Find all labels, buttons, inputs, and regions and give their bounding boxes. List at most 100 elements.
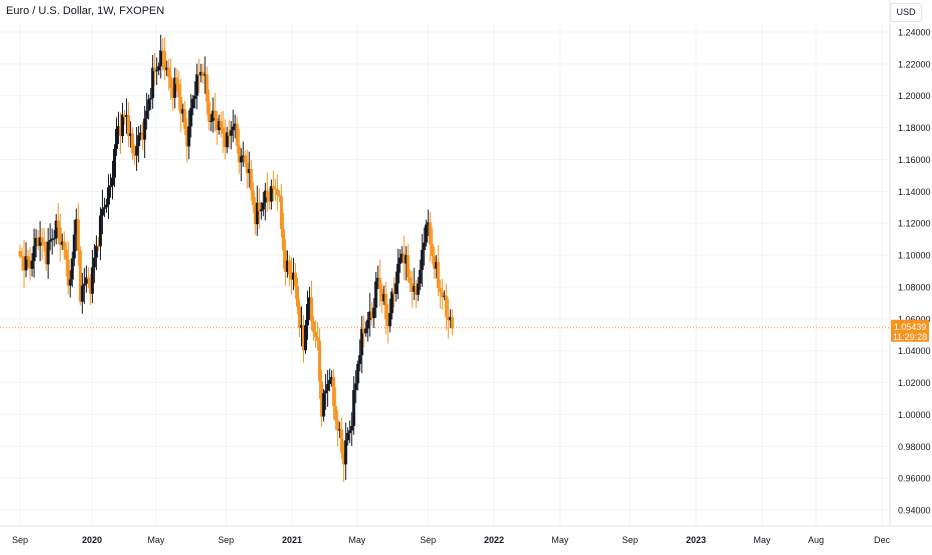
candle — [113, 144, 117, 187]
candle-body — [440, 292, 444, 297]
candle-body — [123, 114, 127, 118]
candle-body — [245, 162, 249, 174]
candle-body — [191, 98, 195, 109]
candle — [209, 113, 213, 132]
candle-body — [40, 237, 44, 243]
candle — [312, 316, 316, 341]
candle — [227, 119, 231, 149]
candle — [428, 212, 432, 262]
x-tick-label: 2023 — [686, 535, 706, 545]
candle-body — [370, 311, 374, 319]
candle — [338, 421, 342, 438]
x-tick-label: Sep — [622, 535, 638, 545]
candle-body — [328, 379, 332, 385]
candle — [229, 121, 233, 150]
candle-body — [300, 325, 304, 328]
candle — [197, 58, 201, 93]
candle-body — [263, 190, 267, 203]
candle-body — [322, 393, 326, 417]
candle-body — [24, 256, 28, 271]
candle-body — [171, 87, 175, 98]
y-tick-label: 1.18000 — [898, 123, 931, 133]
candle — [269, 179, 273, 210]
candle — [450, 309, 454, 336]
symbol-title: Euro / U.S. Dollar, 1W, FXOPEN — [6, 5, 165, 17]
candle-body — [225, 132, 229, 148]
candle-body — [314, 331, 318, 338]
candle — [179, 79, 183, 133]
candles-layer — [18, 34, 454, 483]
candle-body — [155, 70, 159, 72]
candle-body — [420, 249, 424, 270]
candle-body — [74, 219, 78, 235]
price-tag-countdown: 11:29:28 — [893, 332, 927, 342]
candle-body — [438, 287, 442, 293]
candle — [231, 109, 235, 143]
candle-body — [366, 319, 370, 329]
candle-body — [169, 77, 173, 88]
candle — [326, 370, 330, 407]
candle-body — [434, 262, 438, 269]
candle-body — [306, 304, 310, 326]
candle — [20, 247, 24, 271]
candle — [436, 244, 440, 297]
candle — [193, 81, 197, 109]
candle-body — [342, 452, 346, 465]
candle — [213, 92, 217, 132]
candle — [94, 235, 98, 271]
candle — [86, 267, 90, 288]
candle — [239, 148, 243, 182]
candle-body — [390, 291, 394, 314]
candle — [370, 301, 374, 326]
candle-body — [446, 316, 450, 321]
candle-body — [273, 188, 277, 190]
candle-body — [324, 390, 328, 394]
candle-body — [289, 274, 293, 280]
candle-body — [384, 293, 388, 320]
candle-body — [217, 121, 221, 131]
candle-body — [241, 155, 245, 157]
candle — [440, 278, 444, 310]
candle-body — [143, 118, 147, 140]
candle — [157, 62, 161, 76]
candle — [28, 247, 32, 281]
candle-body — [235, 123, 239, 146]
candle-body — [60, 241, 64, 245]
candle — [308, 286, 312, 320]
candle-body — [269, 186, 273, 202]
candle — [444, 283, 448, 331]
candle — [332, 369, 336, 420]
candle — [205, 66, 209, 115]
currency-button[interactable]: USD — [890, 3, 922, 22]
x-tick-label: 2022 — [484, 535, 504, 545]
candle-body — [131, 133, 135, 154]
candle-body — [334, 406, 338, 421]
candle-body — [444, 295, 448, 317]
candle — [362, 315, 366, 348]
candle — [295, 277, 299, 315]
candle — [302, 314, 306, 363]
candle-body — [80, 285, 84, 302]
candle — [354, 370, 358, 404]
candle — [293, 263, 297, 299]
candle-body — [211, 110, 215, 121]
candle-body — [173, 77, 177, 98]
x-tick-label: Dec — [874, 535, 891, 545]
candle — [418, 259, 422, 291]
candle-body — [62, 241, 66, 250]
candle — [163, 37, 167, 81]
candle — [283, 239, 287, 286]
candle-body — [215, 118, 219, 131]
candle-body — [283, 250, 287, 272]
candle-body — [86, 277, 90, 280]
candle — [56, 203, 60, 245]
candle — [257, 187, 261, 229]
candle-body — [293, 272, 297, 287]
y-tick-label: 0.94000 — [898, 506, 931, 516]
candle-body — [175, 77, 179, 85]
candle-body — [376, 277, 380, 282]
candle — [151, 54, 155, 109]
candle-body — [233, 123, 237, 127]
candle — [165, 60, 169, 77]
